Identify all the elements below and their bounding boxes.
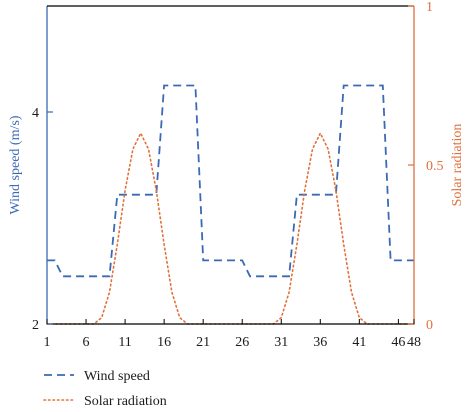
- left-axis: 24: [32, 106, 53, 333]
- x-tick-label: 1: [44, 335, 51, 350]
- x-tick-label: 31: [274, 335, 288, 350]
- left-tick-label: 4: [32, 106, 39, 121]
- legend: Wind speed Solar radiation: [43, 369, 167, 409]
- left-tick-label: 2: [32, 318, 39, 333]
- x-tick-label: 11: [118, 335, 131, 350]
- plot-area: [46, 84, 415, 325]
- x-tick-label: 41: [352, 335, 366, 350]
- legend-label: Wind speed: [84, 369, 150, 384]
- right-axis: 00.51: [408, 0, 444, 333]
- series-line-2: [46, 131, 415, 325]
- x-tick-label: 36: [313, 335, 327, 350]
- legend-label: Solar radiation: [84, 394, 167, 409]
- right-tick-label: 0: [426, 318, 433, 333]
- x-tick-label: 46: [391, 335, 405, 350]
- right-tick-label: 0.5: [426, 159, 444, 174]
- axes-frame: [46, 5, 415, 325]
- series-line-1: [47, 84, 414, 278]
- x-tick-label: 48: [407, 335, 421, 350]
- x-tick-label: 26: [235, 335, 249, 350]
- right-axis-label: Solar radiation: [450, 124, 465, 207]
- right-tick-label: 1: [426, 0, 433, 15]
- x-tick-label: 21: [196, 335, 210, 350]
- x-axis: 1 6 11 16 21 26 31 36 41 46 48: [44, 319, 421, 350]
- x-tick-label: 6: [83, 335, 90, 350]
- left-axis-label: Wind speed (m/s): [8, 115, 23, 214]
- x-tick-label: 16: [157, 335, 171, 350]
